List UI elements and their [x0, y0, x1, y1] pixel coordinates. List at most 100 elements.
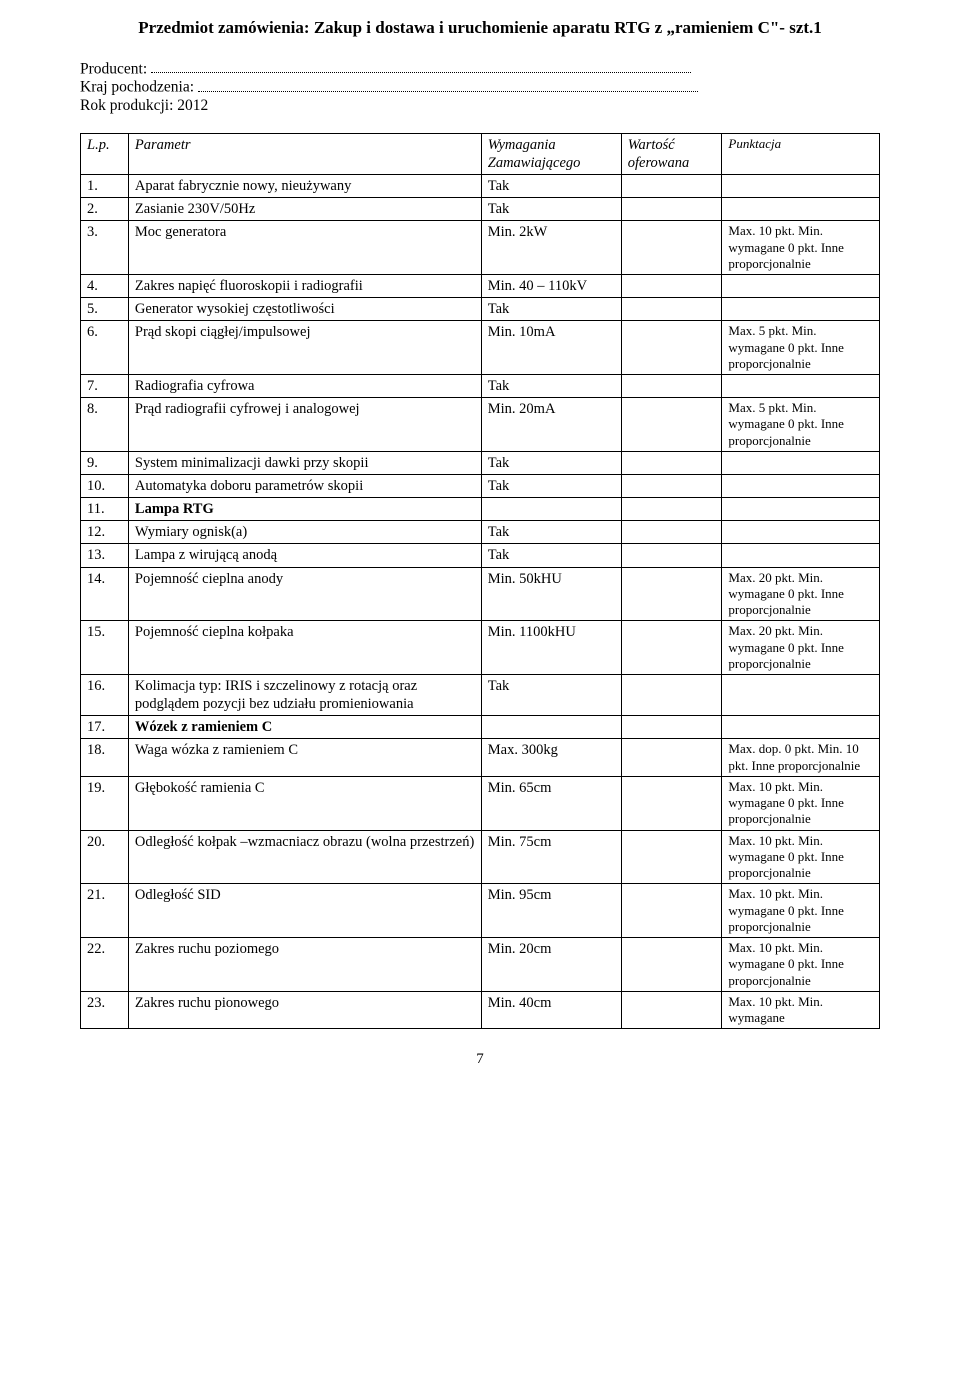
cell-requirement: Tak: [481, 475, 621, 498]
cell-lp: 6.: [81, 321, 129, 375]
cell-lp: 1.: [81, 175, 129, 198]
table-row: 3.Moc generatoraMin. 2kWMax. 10 pkt. Min…: [81, 221, 880, 275]
cell-lp: 3.: [81, 221, 129, 275]
table-row: 12.Wymiary ognisk(a)Tak: [81, 521, 880, 544]
cell-param: Odległość SID: [128, 884, 481, 938]
cell-lp: 18.: [81, 739, 129, 777]
cell-requirement: Min. 1100kHU: [481, 621, 621, 675]
cell-score: [722, 375, 880, 398]
cell-param: Wózek z ramieniem C: [128, 716, 481, 739]
cell-score: [722, 298, 880, 321]
cell-offered: [621, 498, 722, 521]
cell-lp: 10.: [81, 475, 129, 498]
cell-score: Max. 5 pkt. Min. wymagane 0 pkt. Inne pr…: [722, 321, 880, 375]
cell-score: Max. 10 pkt. Min. wymagane 0 pkt. Inne p…: [722, 221, 880, 275]
cell-lp: 8.: [81, 398, 129, 452]
cell-param: Radiografia cyfrowa: [128, 375, 481, 398]
cell-param: Pojemność cieplna kołpaka: [128, 621, 481, 675]
header-req: Wymagania Zamawiającego: [481, 133, 621, 174]
producer-dots: [151, 60, 691, 73]
cell-param: Generator wysokiej częstotliwości: [128, 298, 481, 321]
table-row: 17.Wózek z ramieniem C: [81, 716, 880, 739]
cell-lp: 23.: [81, 991, 129, 1029]
header-param: Parametr: [128, 133, 481, 174]
cell-offered: [621, 451, 722, 474]
header-lp: L.p.: [81, 133, 129, 174]
cell-requirement: Tak: [481, 521, 621, 544]
cell-param: Zakres ruchu poziomego: [128, 938, 481, 992]
cell-offered: [621, 398, 722, 452]
cell-score: [722, 521, 880, 544]
cell-lp: 19.: [81, 776, 129, 830]
cell-score: Max. 20 pkt. Min. wymagane 0 pkt. Inne p…: [722, 567, 880, 621]
table-row: 11.Lampa RTG: [81, 498, 880, 521]
table-row: 2.Zasianie 230V/50HzTak: [81, 198, 880, 221]
cell-offered: [621, 475, 722, 498]
cell-offered: [621, 275, 722, 298]
table-row: 21.Odległość SIDMin. 95cmMax. 10 pkt. Mi…: [81, 884, 880, 938]
spec-table: L.p. Parametr Wymagania Zamawiającego Wa…: [80, 133, 880, 1030]
table-row: 18.Waga wózka z ramieniem CMax. 300kg Max…: [81, 739, 880, 777]
cell-param: Waga wózka z ramieniem C: [128, 739, 481, 777]
cell-score: [722, 175, 880, 198]
header-score: Punktacja: [722, 133, 880, 174]
cell-lp: 11.: [81, 498, 129, 521]
cell-lp: 2.: [81, 198, 129, 221]
cell-param: Lampa RTG: [128, 498, 481, 521]
producer-label: Producent:: [80, 60, 147, 77]
cell-requirement: Min. 10mA: [481, 321, 621, 375]
cell-requirement: Max. 300kg: [481, 739, 621, 777]
cell-score: Max. 10 pkt. Min. wymagane 0 pkt. Inne p…: [722, 830, 880, 884]
cell-param: Lampa z wirującą anodą: [128, 544, 481, 567]
origin-label: Kraj pochodzenia:: [80, 79, 194, 96]
table-row: 1.Aparat fabrycznie nowy, nieużywanyTak: [81, 175, 880, 198]
cell-score: [722, 544, 880, 567]
cell-lp: 4.: [81, 275, 129, 298]
cell-lp: 22.: [81, 938, 129, 992]
table-row: 13.Lampa z wirującą anodąTak: [81, 544, 880, 567]
cell-score: Max. 10 pkt. Min. wymagane 0 pkt. Inne p…: [722, 938, 880, 992]
cell-requirement: Min. 2kW: [481, 221, 621, 275]
cell-score: Max. 5 pkt. Min. wymagane 0 pkt. Inne pr…: [722, 398, 880, 452]
cell-param: Głębokość ramienia C: [128, 776, 481, 830]
cell-offered: [621, 321, 722, 375]
cell-param: Odległość kołpak –wzmacniacz obrazu (wol…: [128, 830, 481, 884]
cell-offered: [621, 221, 722, 275]
cell-offered: [621, 716, 722, 739]
cell-requirement: Min. 20cm: [481, 938, 621, 992]
cell-offered: [621, 375, 722, 398]
cell-offered: [621, 884, 722, 938]
table-row: 15.Pojemność cieplna kołpakaMin. 1100kHU…: [81, 621, 880, 675]
cell-score: Max. dop. 0 pkt. Min. 10 pkt. Inne propo…: [722, 739, 880, 777]
cell-offered: [621, 776, 722, 830]
table-row: 20.Odległość kołpak –wzmacniacz obrazu (…: [81, 830, 880, 884]
cell-score: [722, 475, 880, 498]
cell-requirement: Min. 40 – 110kV: [481, 275, 621, 298]
cell-param: Prąd skopi ciągłej/impulsowej: [128, 321, 481, 375]
table-row: 8.Prąd radiografii cyfrowej i analogowej…: [81, 398, 880, 452]
cell-score: [722, 198, 880, 221]
cell-param: Zakres ruchu pionowego: [128, 991, 481, 1029]
origin-dots: [198, 78, 698, 91]
table-row: 10.Automatyka doboru parametrów skopiiTa…: [81, 475, 880, 498]
table-row: 4.Zakres napięć fluoroskopii i radiograf…: [81, 275, 880, 298]
cell-lp: 14.: [81, 567, 129, 621]
cell-param: System minimalizacji dawki przy skopii: [128, 451, 481, 474]
cell-param: Prąd radiografii cyfrowej i analogowej: [128, 398, 481, 452]
cell-requirement: Tak: [481, 175, 621, 198]
cell-requirement: [481, 498, 621, 521]
cell-offered: [621, 298, 722, 321]
cell-requirement: Tak: [481, 298, 621, 321]
cell-score: Max. 10 pkt. Min. wymagane: [722, 991, 880, 1029]
cell-lp: 12.: [81, 521, 129, 544]
year-label: Rok produkcji: 2012: [80, 97, 208, 114]
cell-requirement: Min. 40cm: [481, 991, 621, 1029]
cell-requirement: Tak: [481, 375, 621, 398]
cell-offered: [621, 675, 722, 716]
cell-lp: 17.: [81, 716, 129, 739]
cell-param: Zasianie 230V/50Hz: [128, 198, 481, 221]
cell-offered: [621, 521, 722, 544]
cell-param: Automatyka doboru parametrów skopii: [128, 475, 481, 498]
cell-score: Max. 10 pkt. Min. wymagane 0 pkt. Inne p…: [722, 776, 880, 830]
cell-lp: 16.: [81, 675, 129, 716]
